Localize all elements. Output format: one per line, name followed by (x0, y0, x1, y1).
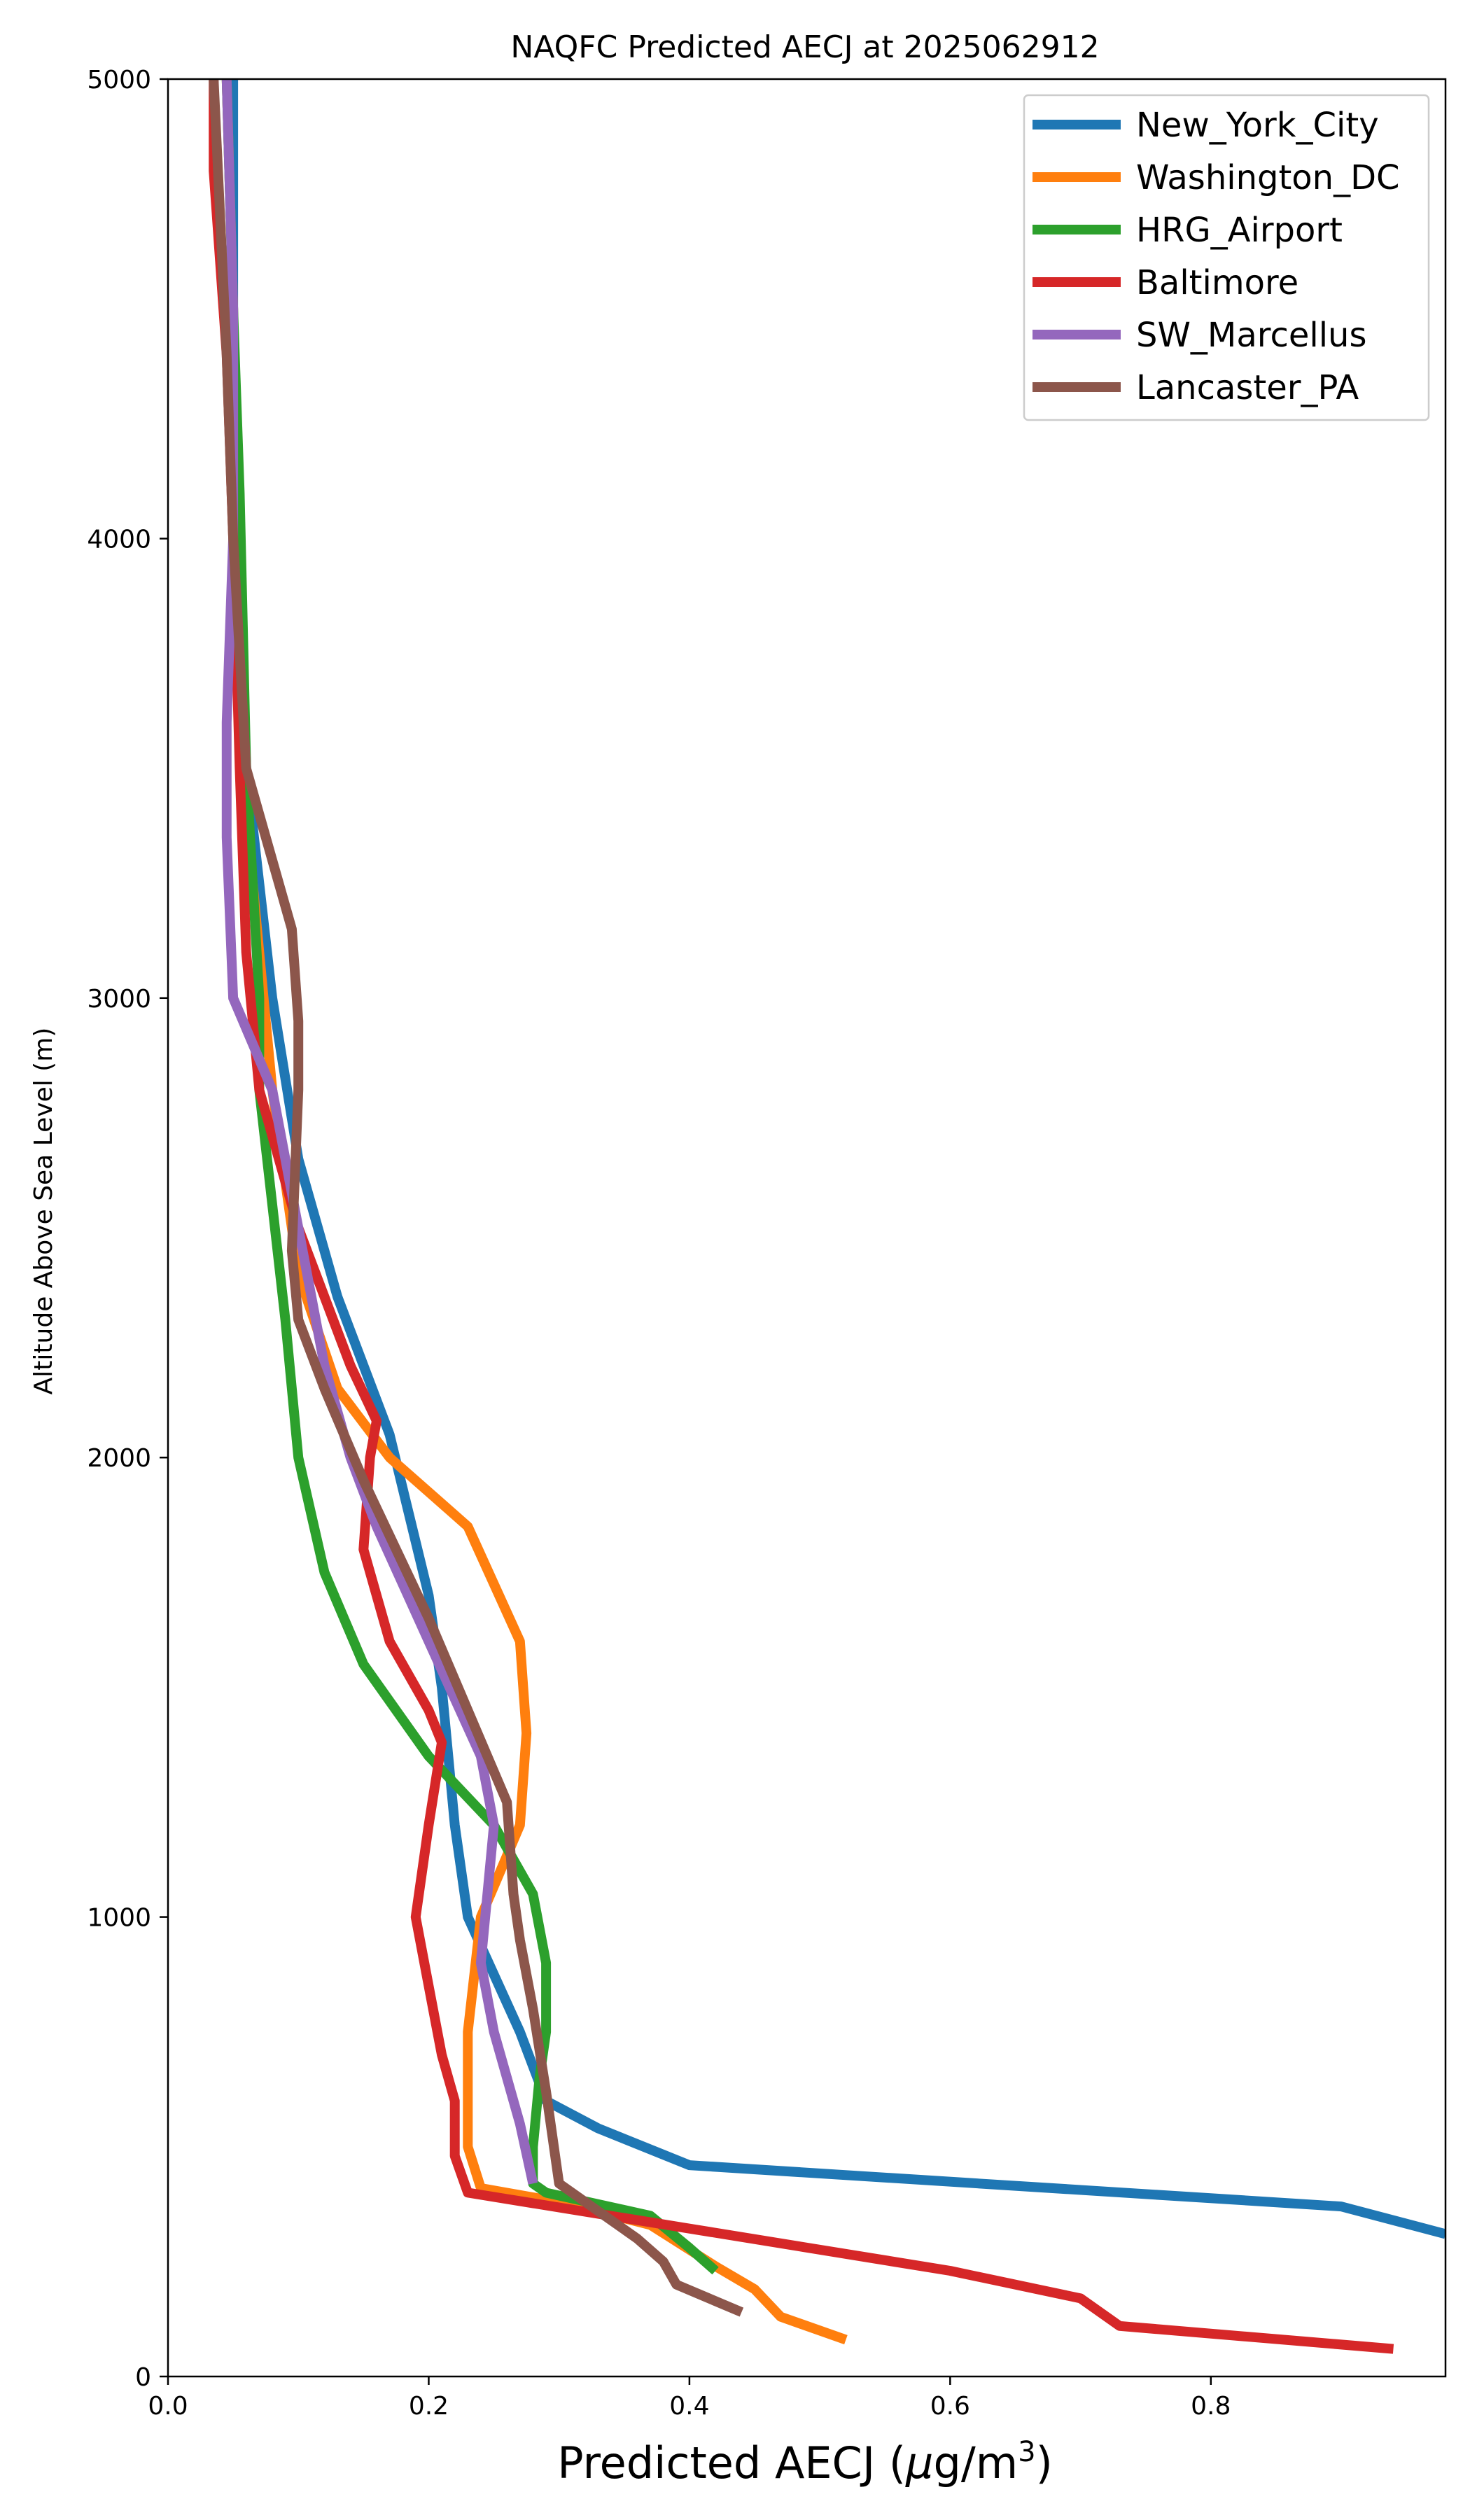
x-tick-label: 0.2 (409, 2392, 449, 2421)
series-line-lancaster-pa (209, 79, 744, 2317)
y-tick-label: 3000 (87, 985, 151, 1014)
legend-label: Baltimore (1136, 263, 1298, 302)
x-axis-label-superscript: 3 (1018, 2436, 1035, 2468)
x-tick-label: 0.0 (148, 2392, 188, 2421)
legend-label: New_York_City (1136, 106, 1379, 145)
legend-label: Lancaster_PA (1136, 368, 1359, 407)
y-axis-label: Altitude Above Sea Level (m) (29, 1028, 58, 1395)
plot-frame (167, 78, 1447, 2378)
x-axis-label-main: Predicted AECJ ( (557, 2437, 906, 2488)
legend-label: SW_Marcellus (1136, 316, 1366, 355)
x-tick-label: 0.6 (930, 2392, 970, 2421)
y-tick-label: 4000 (87, 525, 151, 554)
x-axis-label-close: ) (1036, 2437, 1053, 2488)
y-tick-label: 5000 (87, 66, 151, 94)
plot-area (209, 79, 1446, 2354)
legend-label: Washington_DC (1136, 158, 1400, 197)
y-tick-label: 1000 (87, 1904, 151, 1933)
axes: 0.0 0.2 0.4 0.6 0.8 0 1000 2000 3000 4000 5000 (87, 66, 1447, 2421)
x-tick-label: 0.4 (669, 2392, 709, 2421)
x-tick-label: 0.8 (1191, 2392, 1231, 2421)
series-lines (209, 79, 1446, 2354)
x-axis-label-unit: g/m (933, 2437, 1018, 2488)
chart-title: NAQFC Predicted AECJ at 2025062912 (510, 29, 1099, 65)
y-tick-label: 2000 (87, 1444, 151, 1473)
y-tick-label: 0 (135, 2363, 151, 2392)
x-axis-label: Predicted AECJ (μg/m3) (557, 2436, 1053, 2488)
series-line-baltimore (209, 79, 1394, 2354)
legend-box (1023, 94, 1430, 421)
x-axis-label-mu: μ (905, 2437, 933, 2488)
legend: New_York_City Washington_DC HRG_Airport Bal… (1023, 94, 1430, 421)
series-line-hrg-airport (221, 79, 719, 2275)
legend-label: HRG_Airport (1136, 211, 1343, 250)
